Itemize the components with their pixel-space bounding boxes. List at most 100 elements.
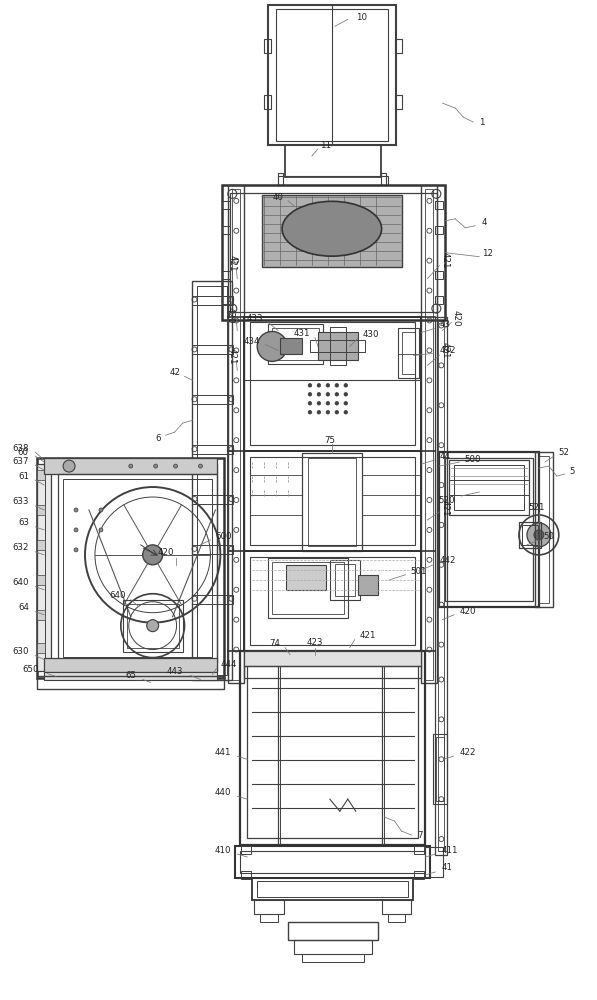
Text: 630: 630 [13, 647, 29, 656]
Bar [272, 328, 319, 360]
Text: 432: 432 [439, 346, 456, 355]
Bar [232, 189, 240, 680]
Text: 421: 421 [360, 631, 376, 640]
Text: 640: 640 [109, 591, 126, 600]
Bar [192, 595, 233, 604]
Bar [37, 643, 45, 653]
Bar [260, 914, 278, 922]
Bar [302, 954, 364, 962]
Text: 411: 411 [441, 846, 458, 855]
Bar [454, 465, 524, 510]
Bar [192, 545, 233, 554]
Text: 433: 433 [247, 314, 263, 323]
Circle shape [74, 548, 78, 552]
Text: 520: 520 [439, 496, 456, 505]
Text: 638: 638 [13, 444, 29, 453]
Bar [435, 296, 444, 304]
Bar [535, 452, 553, 607]
Bar [381, 900, 411, 914]
Bar [414, 871, 424, 879]
Bar [433, 734, 447, 804]
Circle shape [174, 464, 177, 468]
Bar [278, 173, 283, 185]
Bar [310, 340, 365, 352]
Bar [285, 145, 381, 177]
Bar [230, 193, 438, 312]
Bar [268, 558, 348, 618]
Bar [276, 9, 387, 141]
Bar [222, 296, 230, 304]
Circle shape [527, 523, 551, 547]
Circle shape [143, 545, 162, 565]
Text: 421: 421 [441, 252, 450, 269]
Circle shape [99, 528, 103, 532]
Circle shape [534, 530, 544, 540]
Text: 632: 632 [13, 543, 29, 552]
Bar [330, 560, 360, 600]
Text: 443: 443 [167, 667, 183, 676]
Circle shape [257, 331, 287, 361]
Circle shape [317, 410, 321, 414]
Text: 1: 1 [479, 118, 485, 127]
Bar [522, 525, 538, 545]
Circle shape [344, 401, 347, 405]
Bar [519, 522, 541, 548]
Circle shape [326, 410, 330, 414]
Text: 420: 420 [459, 607, 476, 616]
Bar [426, 189, 433, 680]
Text: 441: 441 [215, 748, 231, 757]
Bar [318, 332, 358, 360]
Text: 422: 422 [459, 748, 476, 757]
Bar [435, 226, 444, 234]
Text: 442: 442 [439, 556, 456, 565]
Bar [308, 458, 356, 546]
Bar [235, 846, 430, 878]
Bar [330, 327, 346, 365]
Circle shape [74, 508, 78, 512]
Bar [37, 676, 224, 689]
Text: 52: 52 [559, 448, 570, 457]
Bar [250, 557, 416, 645]
Circle shape [308, 392, 312, 396]
Bar [250, 457, 416, 545]
Bar [286, 565, 326, 590]
Text: 40: 40 [272, 193, 283, 202]
Circle shape [326, 384, 330, 387]
Text: 4: 4 [481, 218, 487, 227]
Circle shape [344, 384, 347, 387]
Bar [44, 658, 217, 672]
Bar [358, 575, 378, 595]
Text: 60: 60 [17, 448, 28, 457]
Text: 10: 10 [356, 13, 367, 22]
Bar [228, 185, 244, 683]
Bar [254, 900, 284, 914]
Circle shape [198, 464, 202, 468]
Bar [222, 271, 230, 279]
Bar [37, 540, 45, 550]
Bar [426, 847, 444, 877]
Text: 431: 431 [294, 329, 310, 338]
Bar [421, 185, 438, 683]
Text: 444: 444 [220, 660, 237, 669]
Text: 421: 421 [228, 348, 237, 365]
Text: 11: 11 [320, 141, 331, 150]
Text: 75: 75 [324, 436, 336, 445]
Bar [398, 328, 420, 378]
Bar [244, 651, 421, 666]
Bar [192, 395, 233, 404]
Text: 64: 64 [19, 603, 29, 612]
Bar [414, 846, 424, 854]
Text: 43: 43 [439, 320, 450, 329]
Bar [37, 610, 45, 620]
Circle shape [317, 401, 321, 405]
Bar [539, 456, 549, 603]
Circle shape [74, 528, 78, 532]
Bar [244, 317, 421, 451]
Circle shape [308, 384, 312, 387]
Bar [436, 737, 444, 801]
Bar [63, 479, 213, 657]
Bar [37, 458, 224, 678]
Bar [435, 271, 444, 279]
Circle shape [335, 392, 338, 396]
Text: 74: 74 [269, 639, 280, 648]
